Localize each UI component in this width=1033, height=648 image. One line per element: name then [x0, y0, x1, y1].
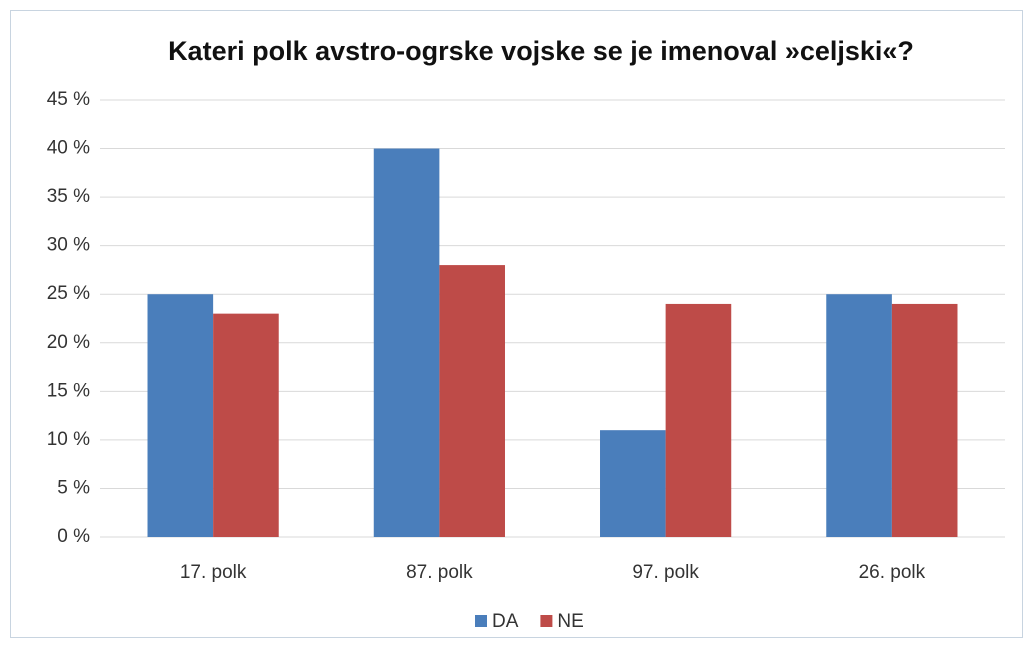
y-tick-label: 15 %	[47, 380, 90, 401]
bar	[147, 294, 214, 537]
y-tick-label: 30 %	[47, 235, 90, 256]
bar	[826, 294, 892, 537]
y-tick-label: 40 %	[47, 138, 90, 159]
x-tick-label: 87. polk	[406, 562, 473, 583]
bar	[373, 148, 440, 538]
y-tick-label: 5 %	[57, 477, 90, 498]
x-tick-label: 26. polk	[859, 562, 926, 583]
y-tick-label: 45 %	[47, 89, 90, 110]
bar	[439, 265, 505, 537]
y-tick-label: 20 %	[47, 332, 90, 353]
bar	[600, 430, 666, 537]
y-tick-label: 35 %	[47, 186, 90, 207]
chart-title: Kateri polk avstro-ogrske vojske se je i…	[168, 36, 914, 66]
x-tick-label: 97. polk	[632, 562, 699, 583]
legend-swatch	[540, 615, 553, 627]
bar	[213, 313, 279, 537]
y-tick-label: 0 %	[57, 526, 90, 547]
x-tick-label: 17. polk	[180, 562, 247, 583]
legend-swatch	[475, 615, 487, 627]
bar	[665, 303, 732, 537]
y-tick-label: 25 %	[47, 283, 90, 304]
y-tick-label: 10 %	[47, 429, 90, 450]
bar	[891, 303, 958, 537]
legend-label: NE	[557, 611, 583, 632]
legend-label: DA	[492, 611, 519, 632]
